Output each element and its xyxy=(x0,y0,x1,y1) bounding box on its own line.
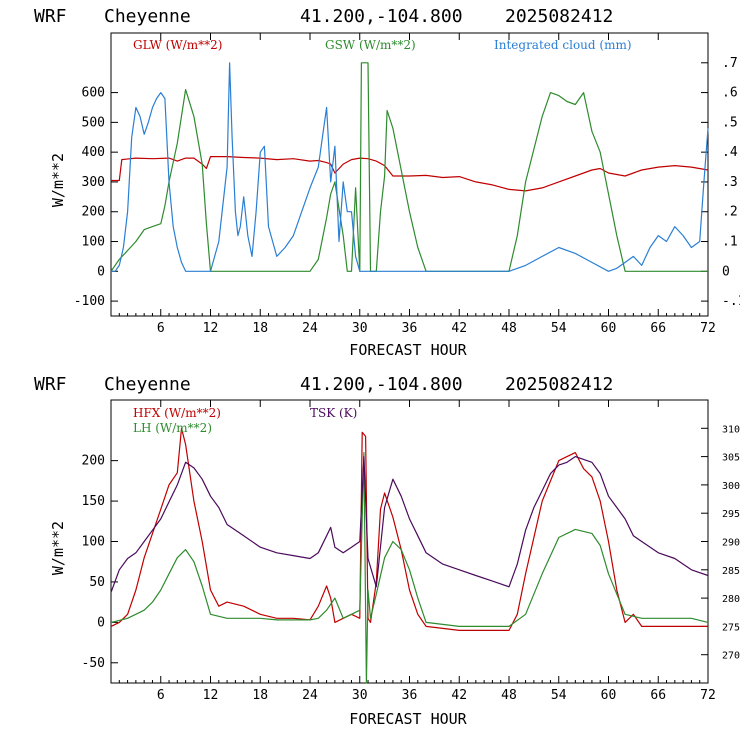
y2-tick-label: 290 xyxy=(722,538,740,549)
series-line-tsk xyxy=(110,456,709,593)
panel-2-legend-hfx: HFX (W/m**2) xyxy=(133,406,221,420)
y2-tick-label: .6 xyxy=(722,86,738,101)
panel-2-legend-tsk: TSK (K) xyxy=(310,406,357,420)
y-tick-label: 0 xyxy=(97,615,105,630)
y2-tick-label: 285 xyxy=(722,566,740,577)
x-tick-label: 72 xyxy=(700,688,716,703)
panel-1-station: Cheyenne xyxy=(104,6,191,27)
y2-tick-label: 300 xyxy=(722,481,740,492)
y2-tick-label: .3 xyxy=(722,175,738,190)
y2-tick-label: .1 xyxy=(722,235,738,250)
series-line-integrated xyxy=(111,62,709,272)
y2-tick-label: 280 xyxy=(722,594,740,605)
y-tick-label: 600 xyxy=(82,86,105,101)
panel-1-legend-cloud: Integrated cloud (mm) xyxy=(494,38,632,52)
panel-2-legend-lh: LH (W/m**2) xyxy=(133,421,212,435)
y2-tick-label: 310 xyxy=(722,424,740,435)
x-tick-label: 6 xyxy=(157,321,165,336)
y-tick-label: 200 xyxy=(82,205,105,220)
x-tick-label: 6 xyxy=(157,688,165,703)
series-line-gsw xyxy=(110,62,708,272)
x-tick-label: 54 xyxy=(551,688,567,703)
panel-1-y-axis-label: W/m**2 xyxy=(49,153,67,207)
panel-2-model: WRF xyxy=(34,374,67,395)
x-tick-label: 60 xyxy=(601,688,617,703)
y2-tick-label: .7 xyxy=(722,56,738,71)
y-tick-label: 150 xyxy=(82,494,105,509)
x-tick-label: 12 xyxy=(203,688,219,703)
series-line-glw xyxy=(111,156,709,192)
panel-2-station: Cheyenne xyxy=(104,374,191,395)
panel-2-series xyxy=(110,427,709,684)
x-tick-label: 54 xyxy=(551,321,567,336)
y-tick-label: -100 xyxy=(74,294,105,309)
panel-2-init-time: 2025082412 xyxy=(505,374,613,395)
x-tick-label: 18 xyxy=(252,688,268,703)
x-tick-label: 24 xyxy=(302,321,318,336)
panel-1-coords: 41.200,-104.800 xyxy=(300,6,463,27)
y-tick-label: 100 xyxy=(82,235,105,250)
panel-2-x-axis-label: FORECAST HOUR xyxy=(349,710,467,728)
panel-2-y-axis-label: W/m**2 xyxy=(49,521,67,575)
panel-1-init-time: 2025082412 xyxy=(505,6,613,27)
y2-tick-label: 0 xyxy=(722,264,730,279)
x-tick-label: 66 xyxy=(650,688,666,703)
y-tick-label: 100 xyxy=(82,535,105,550)
series-line-hfx xyxy=(110,427,708,632)
panel-1-legend-glw: GLW (W/m**2) xyxy=(133,38,222,52)
x-tick-label: 66 xyxy=(650,321,666,336)
x-tick-label: 24 xyxy=(302,688,318,703)
y2-tick-label: .5 xyxy=(722,115,738,130)
panel-2: WRF Cheyenne 41.200,-104.800 2025082412 … xyxy=(34,374,740,728)
panel-2-ticks: 6 12 18 24 30 36 42 48 54 60 66 72 -50 0 50 100 150 200 27… xyxy=(82,400,740,703)
y-tick-label: 50 xyxy=(89,575,105,590)
x-tick-label: 36 xyxy=(402,688,418,703)
x-tick-label: 30 xyxy=(352,688,368,703)
panel-1-series xyxy=(110,62,709,272)
panel-2-plot-frame xyxy=(110,399,709,684)
x-tick-label: 42 xyxy=(451,688,467,703)
x-tick-label: 12 xyxy=(203,321,219,336)
panel-2-coords: 41.200,-104.800 xyxy=(300,374,463,395)
x-tick-label: 60 xyxy=(601,321,617,336)
x-tick-label: 48 xyxy=(501,688,517,703)
x-tick-label: 72 xyxy=(700,321,716,336)
x-tick-label: 18 xyxy=(252,321,268,336)
y-tick-label: 0 xyxy=(97,264,105,279)
y2-tick-label: 270 xyxy=(722,651,740,662)
panel-1: WRF Cheyenne 41.200,-104.800 2025082412 … xyxy=(34,6,740,359)
y-tick-label: 400 xyxy=(82,145,105,160)
y2-tick-label: .4 xyxy=(722,145,738,160)
y2-tick-label: 305 xyxy=(722,453,740,464)
y2-tick-label: -.1 xyxy=(722,294,740,309)
y2-tick-label: .2 xyxy=(722,205,738,220)
x-tick-label: 42 xyxy=(451,321,467,336)
x-tick-label: 36 xyxy=(402,321,418,336)
panel-1-legend-gsw: GSW (W/m**2) xyxy=(325,38,416,52)
series-line-lh xyxy=(110,452,709,684)
y-tick-label: 300 xyxy=(82,175,105,190)
y-tick-label: -50 xyxy=(82,656,105,671)
y-tick-label: 500 xyxy=(82,115,105,130)
y-tick-label: 200 xyxy=(82,454,105,469)
y2-tick-label: 275 xyxy=(722,622,740,633)
panel-1-model: WRF xyxy=(34,6,67,27)
panel-1-x-axis-label: FORECAST HOUR xyxy=(349,341,467,359)
x-tick-label: 48 xyxy=(501,321,517,336)
x-tick-label: 30 xyxy=(352,321,368,336)
y2-tick-label: 295 xyxy=(722,509,740,520)
panel-1-ticks: 6 12 18 24 30 36 42 48 54 60 66 72 -100 0 100 200 300 400… xyxy=(74,33,740,336)
